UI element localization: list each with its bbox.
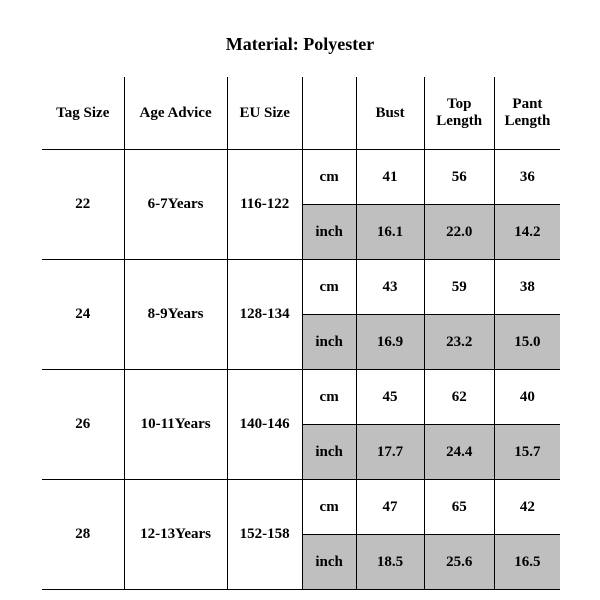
table-row: 26 10-11Years 140-146 cm 45 62 40 [42,370,560,425]
col-pant-length: Pant Length [494,77,560,150]
cell-tag-size: 28 [42,480,124,590]
cell-unit-cm: cm [302,480,356,535]
cell-pant-inch: 14.2 [494,205,560,260]
cell-bust-cm: 41 [356,150,424,205]
table-body: 22 6-7Years 116-122 cm 41 56 36 inch 16.… [42,150,560,590]
page-title: Material: Polyester [0,0,600,77]
cell-eu-size: 116-122 [227,150,302,260]
cell-unit-cm: cm [302,260,356,315]
cell-pant-cm: 36 [494,150,560,205]
cell-eu-size: 152-158 [227,480,302,590]
cell-eu-size: 140-146 [227,370,302,480]
table-header-row: Tag Size Age Advice EU Size Bust Top Len… [42,77,560,150]
cell-unit-inch: inch [302,315,356,370]
cell-bust-inch: 16.1 [356,205,424,260]
cell-bust-cm: 43 [356,260,424,315]
cell-top-inch: 24.4 [424,425,494,480]
cell-age-advice: 8-9Years [124,260,227,370]
cell-pant-inch: 15.7 [494,425,560,480]
cell-top-inch: 22.0 [424,205,494,260]
cell-unit-cm: cm [302,370,356,425]
table-row: 28 12-13Years 152-158 cm 47 65 42 [42,480,560,535]
cell-bust-inch: 17.7 [356,425,424,480]
cell-top-cm: 62 [424,370,494,425]
cell-unit-inch: inch [302,535,356,590]
cell-pant-inch: 16.5 [494,535,560,590]
cell-age-advice: 12-13Years [124,480,227,590]
cell-bust-inch: 16.9 [356,315,424,370]
table-row: 22 6-7Years 116-122 cm 41 56 36 [42,150,560,205]
col-unit [302,77,356,150]
cell-top-inch: 25.6 [424,535,494,590]
cell-age-advice: 6-7Years [124,150,227,260]
cell-pant-cm: 38 [494,260,560,315]
cell-age-advice: 10-11Years [124,370,227,480]
col-eu-size: EU Size [227,77,302,150]
table-row: 24 8-9Years 128-134 cm 43 59 38 [42,260,560,315]
cell-bust-cm: 45 [356,370,424,425]
cell-top-cm: 56 [424,150,494,205]
size-table: Tag Size Age Advice EU Size Bust Top Len… [42,77,560,590]
cell-tag-size: 22 [42,150,124,260]
cell-unit-cm: cm [302,150,356,205]
col-age-advice: Age Advice [124,77,227,150]
cell-pant-inch: 15.0 [494,315,560,370]
cell-bust-cm: 47 [356,480,424,535]
cell-top-cm: 65 [424,480,494,535]
cell-top-cm: 59 [424,260,494,315]
col-top-length: Top Length [424,77,494,150]
col-tag-size: Tag Size [42,77,124,150]
cell-unit-inch: inch [302,205,356,260]
cell-top-inch: 23.2 [424,315,494,370]
cell-tag-size: 24 [42,260,124,370]
cell-unit-inch: inch [302,425,356,480]
size-table-wrap: Tag Size Age Advice EU Size Bust Top Len… [0,77,600,590]
cell-pant-cm: 42 [494,480,560,535]
cell-bust-inch: 18.5 [356,535,424,590]
cell-eu-size: 128-134 [227,260,302,370]
col-bust: Bust [356,77,424,150]
cell-tag-size: 26 [42,370,124,480]
page: Material: Polyester Tag Size Age Advice … [0,0,600,600]
cell-pant-cm: 40 [494,370,560,425]
